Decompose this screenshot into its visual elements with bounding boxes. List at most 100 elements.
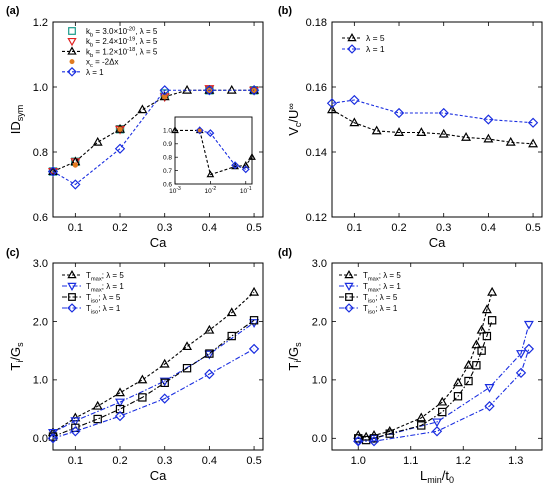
panel-c-series-2-point <box>249 316 259 325</box>
panel-d-series-3-point <box>484 401 495 412</box>
panel-a-ytick-label: 1.0 <box>33 82 48 94</box>
legend-marker <box>68 27 76 35</box>
panel-d-series-3-point <box>523 343 535 355</box>
panel-b-xtick-label: 0.1 <box>347 222 362 234</box>
panel-c-series-3-point <box>159 393 170 404</box>
panel-b-series-0-point <box>483 133 494 143</box>
inset-series-2-point <box>197 128 202 133</box>
legend-marker <box>344 269 354 279</box>
panel-b-ytick-label: 0.16 <box>306 82 327 94</box>
panel-b-label: (b) <box>278 5 292 17</box>
panel-d-xtick-label: 1.0 <box>351 455 366 467</box>
panel-b-series-1-point <box>349 94 360 106</box>
panel-b-series-0-point <box>438 128 449 138</box>
panel-d-series-2-point <box>482 331 492 341</box>
legend-label: xc = -2Δx <box>86 58 118 70</box>
panel-c-series-2-point <box>227 331 236 341</box>
panel-a-series-2-point <box>92 136 103 146</box>
panel-b-legend: λ = 5λ = 1 <box>342 32 385 54</box>
panel-d-frame <box>331 262 543 451</box>
panel-c-series-2-point <box>115 404 125 414</box>
panel-c-series-1-line <box>52 322 255 433</box>
inset-series-0-line <box>175 129 253 176</box>
panel-b-series-0-point <box>528 138 539 148</box>
legend-label: kb = 1.2×10-18, λ = 5 <box>86 47 158 59</box>
panel-d-series-3-line <box>358 348 530 442</box>
panel-b-series-0-point <box>461 132 472 141</box>
panel-a-xtick-label: 0.1 <box>68 222 83 234</box>
legend-label: λ = 1 <box>366 44 385 54</box>
panel-d-series-2-point <box>453 392 463 401</box>
panel-d-series-2-point <box>487 316 497 325</box>
panel-c-series-2-point <box>205 349 214 358</box>
panel-b-series-1-point <box>393 107 405 119</box>
panel-d-series-2-point <box>361 435 371 445</box>
panel-a-series-2-point <box>137 104 148 114</box>
inset-series-1-point <box>195 126 204 135</box>
panel-a-series-3-point <box>162 94 168 100</box>
panel-d-series-3-point <box>515 367 527 379</box>
panel-d-series-2-point <box>438 407 447 417</box>
panel-d-series-2-point <box>417 421 426 430</box>
legend-marker <box>69 59 75 65</box>
panel-c-series-2-point <box>48 432 58 441</box>
panel-d-xtick-label: 1.3 <box>508 455 523 467</box>
legend-label: Tiso; λ = 5 <box>363 293 398 305</box>
panel-b-xtick-label: 0.2 <box>391 222 406 234</box>
panel-d-series-2-point <box>464 376 473 386</box>
legend-label: Tiso; λ = 5 <box>86 293 121 305</box>
panel-b-series-1-point <box>438 107 449 119</box>
panel-b-series-0-point <box>394 127 405 136</box>
legend-label: Tmax; λ = 1 <box>363 282 401 294</box>
panel-b-series-1-point <box>527 117 539 128</box>
panel-d-series-0-point <box>471 339 482 349</box>
panel-c-series-3-point <box>114 410 126 422</box>
inset-series-1-point <box>231 161 240 170</box>
panel-d-series-2-point <box>472 361 481 370</box>
panel-a-series-2-point <box>226 84 237 94</box>
legend-marker <box>347 32 357 42</box>
panel-d-ytick-label: 3.0 <box>312 258 327 270</box>
panel-a-series-3-point <box>117 126 123 132</box>
panel-b-series-0-point <box>349 117 360 127</box>
panel-b-ytick-label: 0.12 <box>306 212 327 224</box>
panel-b-xtick-label: 0.3 <box>436 222 451 234</box>
panel-b-ytick-label: 0.14 <box>306 147 327 159</box>
panel-d-series-0-point <box>463 359 474 369</box>
legend-marker <box>345 293 353 301</box>
legend-label: Tiso; λ = 1 <box>86 304 121 316</box>
panel-c-series-1-point <box>70 417 81 427</box>
legend-marker <box>67 46 77 55</box>
panel-c-series-0-point <box>182 341 193 351</box>
legend-marker <box>347 44 357 54</box>
panel-c-ylabel: Ti/Gs <box>8 342 25 371</box>
panel-c-frame <box>52 262 264 451</box>
panel-a-series-2-point <box>48 166 58 175</box>
panel-a-legend: kb = 3.0×10-20, λ = 5kb = 2.4×10-19, λ =… <box>62 27 158 77</box>
legend-marker <box>67 37 77 47</box>
panel-c-series-3-point <box>204 368 215 380</box>
panel-b: 0.1 0.2 0.3 0.4 0.5 0.12 0.14 0.16 0.18 (b) Ca Vc/U… <box>278 5 543 250</box>
panel-a-xtick-label: 0.2 <box>112 222 127 234</box>
panel-d-series-0-point <box>476 324 487 334</box>
inset-series-1-line <box>199 129 246 170</box>
panel-c-series-0-point <box>249 286 260 296</box>
panel-b-ytick-label: 0.18 <box>306 17 327 29</box>
panel-b-series-0-line <box>331 109 534 145</box>
panel-c-ytick-label: 2.0 <box>33 316 48 328</box>
panel-d-ytick-label: 2.0 <box>312 316 327 328</box>
legend-label: kb = 3.0×10-20, λ = 5 <box>86 27 158 39</box>
panel-d-xtick-label: 1.2 <box>456 455 471 467</box>
panel-c-xtick-label: 0.2 <box>112 455 127 467</box>
panel-d-series-2-point <box>369 434 379 443</box>
panel-a-series-4-point <box>114 143 126 154</box>
panel-b-xtick-label: 0.4 <box>481 222 496 234</box>
panel-c-series-3-point <box>70 426 81 437</box>
panel-a-xtick-label: 0.4 <box>202 222 217 234</box>
panel-c-series-2-point <box>160 378 169 387</box>
legend-marker <box>67 269 77 279</box>
panel-c-series-0-point <box>92 400 103 410</box>
panel-a-series-2-point <box>182 84 193 94</box>
inset-ytick-label: 1.0 <box>163 128 172 135</box>
